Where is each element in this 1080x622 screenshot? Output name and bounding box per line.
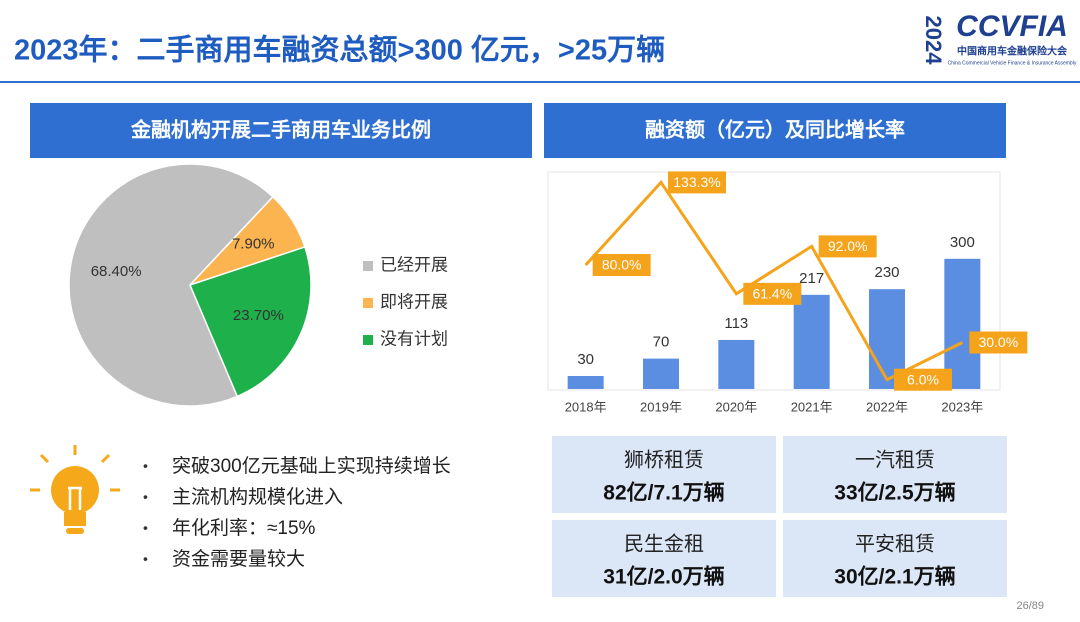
bulb-icon	[30, 445, 120, 534]
bar-label: 113	[724, 315, 748, 332]
bullet-dot: •	[143, 458, 148, 474]
bar	[793, 294, 830, 389]
card-name: 狮桥租赁	[624, 448, 704, 471]
line-label-box	[818, 235, 877, 258]
x-tick-label: 2022年	[866, 399, 908, 414]
x-tick-label: 2021年	[791, 399, 833, 414]
card-name: 平安租赁	[855, 532, 935, 555]
card-value: 31亿/2.0万辆	[603, 565, 724, 589]
line-label: 6.0%	[907, 371, 939, 387]
plot-area	[547, 171, 1001, 391]
line-label-box	[668, 171, 726, 194]
pie-title: 金融机构开展二手商用车业务比例	[130, 117, 431, 141]
slice-label: 68.40%	[91, 263, 142, 280]
panel-header	[30, 103, 532, 158]
line-label: 80.0%	[602, 257, 642, 273]
bar-label: 300	[950, 234, 975, 251]
bar	[567, 375, 604, 389]
card	[552, 520, 776, 597]
panel-header	[544, 103, 1006, 158]
bar-label: 70	[653, 334, 670, 351]
legend-label: 已经开展	[380, 255, 448, 274]
card	[552, 436, 776, 513]
slice-label: 7.90%	[232, 236, 275, 253]
page-number: 26/89	[1016, 600, 1044, 612]
card	[783, 436, 1007, 513]
bullet-text: 资金需要量较大	[172, 548, 305, 570]
legend-swatch	[363, 261, 373, 271]
legend-label: 没有计划	[380, 329, 448, 348]
slice-label: 23.70%	[233, 307, 284, 324]
card-value: 82亿/7.1万辆	[603, 481, 724, 505]
line-label-box	[969, 331, 1028, 354]
bar	[643, 358, 679, 389]
bullet-text: 年化利率：≈15%	[172, 517, 316, 539]
line-label: 133.3%	[673, 174, 720, 190]
line-label: 61.4%	[752, 286, 792, 302]
line-label-box	[592, 254, 651, 276]
bar-label: 230	[874, 264, 899, 281]
bullet-dot: •	[143, 489, 148, 505]
logo: CCVFIA	[956, 10, 1068, 43]
line-label: 30.0%	[978, 334, 1018, 350]
logo-org-en: China Commercial Vehicle Finance & Insur…	[948, 60, 1077, 66]
x-tick-label: 2020年	[715, 399, 757, 414]
card-value: 30亿/2.1万辆	[834, 565, 955, 589]
pie-slice	[68, 163, 274, 407]
bar	[718, 339, 755, 389]
line-label: 92.0%	[828, 238, 868, 254]
bar-title: 融资额（亿元）及同比增长率	[645, 117, 905, 141]
legend-swatch	[363, 298, 373, 308]
card-value: 33亿/2.5万辆	[834, 481, 955, 505]
slide-title: 2023年：二手商用车融资总额>300 亿元，>25万辆	[14, 33, 665, 67]
line-label-box	[894, 368, 952, 391]
card-name: 民生金租	[624, 532, 704, 555]
bullet-text: 突破300亿元基础上实现持续增长	[172, 455, 451, 477]
logo-year: 2024	[921, 16, 946, 66]
bar-label: 30	[577, 351, 594, 368]
bar	[944, 258, 981, 389]
card-name: 一汽租赁	[855, 448, 935, 471]
bar-label: 217	[799, 270, 824, 287]
x-tick-label: 2018年	[565, 399, 607, 414]
line-label-box	[743, 282, 802, 305]
bullet-text: 主流机构规模化进入	[172, 486, 343, 508]
logo-org: 中国商用车金融保险大会	[957, 45, 1067, 58]
pie-slice	[188, 246, 312, 398]
card	[783, 520, 1007, 597]
x-tick-label: 2023年	[941, 399, 983, 414]
x-tick-label: 2019年	[640, 399, 682, 414]
legend-swatch	[363, 335, 373, 345]
bullet-dot: •	[143, 551, 148, 567]
bullet-dot: •	[143, 520, 148, 536]
legend-label: 即将开展	[380, 292, 448, 311]
